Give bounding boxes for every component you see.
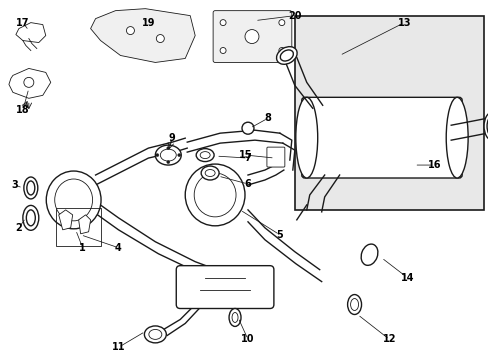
Ellipse shape xyxy=(201,166,219,180)
Text: 6: 6 xyxy=(244,179,251,189)
Text: 2: 2 xyxy=(16,223,22,233)
Ellipse shape xyxy=(446,97,467,178)
Text: 15: 15 xyxy=(239,150,252,160)
Text: 9: 9 xyxy=(168,133,175,143)
Ellipse shape xyxy=(194,173,236,217)
Ellipse shape xyxy=(228,309,241,327)
Ellipse shape xyxy=(276,47,297,64)
Text: 20: 20 xyxy=(287,11,301,21)
Text: 19: 19 xyxy=(142,18,155,28)
Circle shape xyxy=(278,48,285,54)
Polygon shape xyxy=(16,23,46,42)
Ellipse shape xyxy=(46,171,101,229)
Ellipse shape xyxy=(350,298,358,310)
Ellipse shape xyxy=(148,329,162,339)
Ellipse shape xyxy=(155,145,181,165)
Circle shape xyxy=(166,161,169,163)
Polygon shape xyxy=(9,68,51,98)
Ellipse shape xyxy=(27,181,35,195)
Ellipse shape xyxy=(361,244,377,265)
Circle shape xyxy=(126,27,134,35)
Text: 1: 1 xyxy=(79,243,86,253)
Text: 8: 8 xyxy=(264,113,271,123)
Ellipse shape xyxy=(280,50,293,61)
Ellipse shape xyxy=(55,179,92,221)
Text: 4: 4 xyxy=(115,243,122,253)
Circle shape xyxy=(242,122,253,134)
Text: 11: 11 xyxy=(112,342,125,352)
Ellipse shape xyxy=(232,312,238,323)
Text: 12: 12 xyxy=(382,334,395,345)
Circle shape xyxy=(178,154,181,157)
Bar xyxy=(294,15,483,210)
FancyBboxPatch shape xyxy=(176,266,273,309)
Circle shape xyxy=(156,154,159,157)
Circle shape xyxy=(244,30,259,44)
Circle shape xyxy=(166,147,169,150)
Ellipse shape xyxy=(23,206,39,230)
Circle shape xyxy=(278,20,285,26)
Text: 18: 18 xyxy=(16,105,30,115)
Circle shape xyxy=(156,35,164,42)
Text: 13: 13 xyxy=(397,18,410,28)
Ellipse shape xyxy=(196,149,214,162)
Ellipse shape xyxy=(205,170,215,176)
Ellipse shape xyxy=(26,210,35,226)
Ellipse shape xyxy=(347,294,361,315)
Text: 10: 10 xyxy=(241,334,254,345)
Text: 5: 5 xyxy=(276,230,283,240)
FancyBboxPatch shape xyxy=(266,147,285,167)
FancyBboxPatch shape xyxy=(213,11,291,62)
Ellipse shape xyxy=(486,116,488,136)
Bar xyxy=(56,208,101,246)
Text: 3: 3 xyxy=(12,180,18,190)
FancyBboxPatch shape xyxy=(301,97,461,178)
Text: 17: 17 xyxy=(16,18,30,28)
Text: 7: 7 xyxy=(244,153,251,163)
Ellipse shape xyxy=(483,112,488,140)
Ellipse shape xyxy=(24,177,38,199)
Circle shape xyxy=(24,77,34,87)
Circle shape xyxy=(220,48,225,54)
Ellipse shape xyxy=(144,326,166,343)
Text: 14: 14 xyxy=(400,273,413,283)
Ellipse shape xyxy=(160,149,176,161)
Polygon shape xyxy=(59,210,73,230)
Ellipse shape xyxy=(295,97,317,178)
Ellipse shape xyxy=(200,152,210,159)
Polygon shape xyxy=(90,9,195,62)
Circle shape xyxy=(220,20,225,26)
Polygon shape xyxy=(79,215,90,234)
Text: 16: 16 xyxy=(427,160,440,170)
Ellipse shape xyxy=(185,164,244,226)
